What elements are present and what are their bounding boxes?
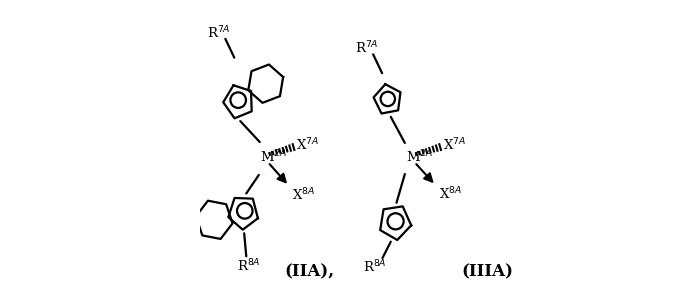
Text: X$^{8A}$: X$^{8A}$ xyxy=(292,187,315,203)
Text: M$^{2A}$: M$^{2A}$ xyxy=(260,149,287,165)
Text: X$^{7A}$: X$^{7A}$ xyxy=(296,137,319,153)
Text: (IIA),: (IIA), xyxy=(284,264,334,281)
Text: R$^{7A}$: R$^{7A}$ xyxy=(208,24,231,41)
Text: R$^{8A}$: R$^{8A}$ xyxy=(363,259,387,275)
Text: M$^{2A}$: M$^{2A}$ xyxy=(406,149,433,165)
Text: R$^{8A}$: R$^{8A}$ xyxy=(238,258,261,275)
Text: R$^{7A}$: R$^{7A}$ xyxy=(355,40,379,56)
Text: X$^{7A}$: X$^{7A}$ xyxy=(442,137,466,153)
Text: (IIIA): (IIIA) xyxy=(461,264,513,281)
Text: X$^{8A}$: X$^{8A}$ xyxy=(439,186,462,203)
